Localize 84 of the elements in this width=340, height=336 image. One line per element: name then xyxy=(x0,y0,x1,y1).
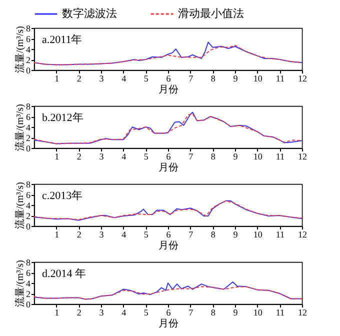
y-tick-label: 2 xyxy=(26,133,30,143)
y-tick-label: 6 xyxy=(26,34,31,44)
x-tick-label: 2 xyxy=(76,230,82,240)
x-tick-label: 4 xyxy=(122,308,127,318)
x-tick-label: 7 xyxy=(188,308,194,318)
x-tick-label: 3 xyxy=(99,74,104,84)
x-tick-label: 6 xyxy=(166,152,172,162)
x-tick-label: 11 xyxy=(276,74,285,84)
x-tick-label: 3 xyxy=(99,152,104,162)
x-tick-label: 1 xyxy=(54,152,60,162)
y-tick-label: 6 xyxy=(26,268,31,278)
y-tick-label: 8 xyxy=(26,180,31,190)
y-axis-title: 流量/(m³/s) xyxy=(14,104,26,151)
y-tick-label: 2 xyxy=(26,211,30,221)
x-tick-label: 4 xyxy=(122,152,127,162)
y-tick-label: 4 xyxy=(26,200,31,210)
x-tick-label: 9 xyxy=(233,74,238,84)
x-tick-label: 6 xyxy=(166,230,172,240)
y-tick-label: 0 xyxy=(26,222,31,232)
x-tick-label: 3 xyxy=(99,308,104,318)
x-tick-label: 8 xyxy=(210,230,216,240)
x-tick-label: 10 xyxy=(253,308,263,318)
x-tick-label: 4 xyxy=(122,230,127,240)
x-tick-label: 12 xyxy=(298,152,307,162)
annotation: a.2011年 xyxy=(42,34,82,46)
annotation: c.2013年 xyxy=(42,190,83,202)
y-tick-label: 2 xyxy=(26,55,30,65)
x-tick-label: 8 xyxy=(210,74,216,84)
x-tick-label: 5 xyxy=(144,74,149,84)
x-tick-label: 11 xyxy=(276,230,285,240)
x-tick-label: 2 xyxy=(76,74,82,84)
y-tick-label: 8 xyxy=(26,258,31,268)
x-tick-label: 12 xyxy=(298,74,307,84)
y-tick-label: 4 xyxy=(26,278,31,288)
x-tick-label: 1 xyxy=(54,308,60,318)
x-tick-label: 5 xyxy=(144,152,149,162)
x-tick-label: 12 xyxy=(298,308,307,318)
y-tick-label: 4 xyxy=(26,122,31,132)
y-axis-title: 流量/(m³/s) xyxy=(14,182,26,229)
y-tick-label: 6 xyxy=(26,190,31,200)
x-tick-label: 9 xyxy=(233,152,238,162)
y-tick-label: 2 xyxy=(26,289,30,299)
x-tick-label: 11 xyxy=(276,152,285,162)
x-tick-label: 8 xyxy=(210,152,216,162)
x-tick-label: 6 xyxy=(166,74,172,84)
line-series xyxy=(34,286,302,300)
x-tick-label: 6 xyxy=(166,308,172,318)
x-tick-label: 12 xyxy=(298,230,307,240)
y-tick-label: 0 xyxy=(26,66,31,76)
x-axis-title: 月份 xyxy=(158,162,178,174)
x-tick-label: 10 xyxy=(253,230,263,240)
x-tick-label: 2 xyxy=(76,152,82,162)
x-tick-label: 4 xyxy=(122,74,127,84)
y-axis-title: 流量/(m³/s) xyxy=(14,26,26,73)
x-axis-title: 月份 xyxy=(158,240,178,252)
annotation: d.2014 年 xyxy=(42,268,86,280)
legend-label: 数字滤波法 xyxy=(62,7,117,20)
x-tick-label: 11 xyxy=(276,308,285,318)
x-tick-label: 9 xyxy=(233,308,238,318)
y-axis-title: 流量/(m³/s) xyxy=(14,260,26,307)
y-tick-label: 0 xyxy=(26,144,31,154)
line-series xyxy=(34,281,302,300)
y-tick-label: 8 xyxy=(26,24,31,34)
x-tick-label: 7 xyxy=(188,74,194,84)
annotation: b.2012年 xyxy=(42,112,84,124)
x-tick-label: 5 xyxy=(144,230,149,240)
x-axis-title: 月份 xyxy=(158,84,178,96)
x-tick-label: 10 xyxy=(253,74,263,84)
x-tick-label: 10 xyxy=(253,152,263,162)
x-tick-label: 8 xyxy=(210,308,216,318)
x-tick-label: 1 xyxy=(54,74,60,84)
legend-label: 滑动最小值法 xyxy=(178,7,244,20)
x-axis-title: 月份 xyxy=(158,318,178,330)
y-tick-label: 8 xyxy=(26,102,31,112)
x-tick-label: 7 xyxy=(188,230,194,240)
x-tick-label: 7 xyxy=(188,152,194,162)
x-tick-label: 2 xyxy=(76,308,82,318)
x-tick-label: 1 xyxy=(54,230,60,240)
x-tick-label: 3 xyxy=(99,230,104,240)
y-tick-label: 6 xyxy=(26,112,31,122)
y-tick-label: 4 xyxy=(26,44,31,54)
x-tick-label: 9 xyxy=(233,230,238,240)
x-tick-label: 5 xyxy=(144,308,149,318)
y-tick-label: 0 xyxy=(26,300,31,310)
